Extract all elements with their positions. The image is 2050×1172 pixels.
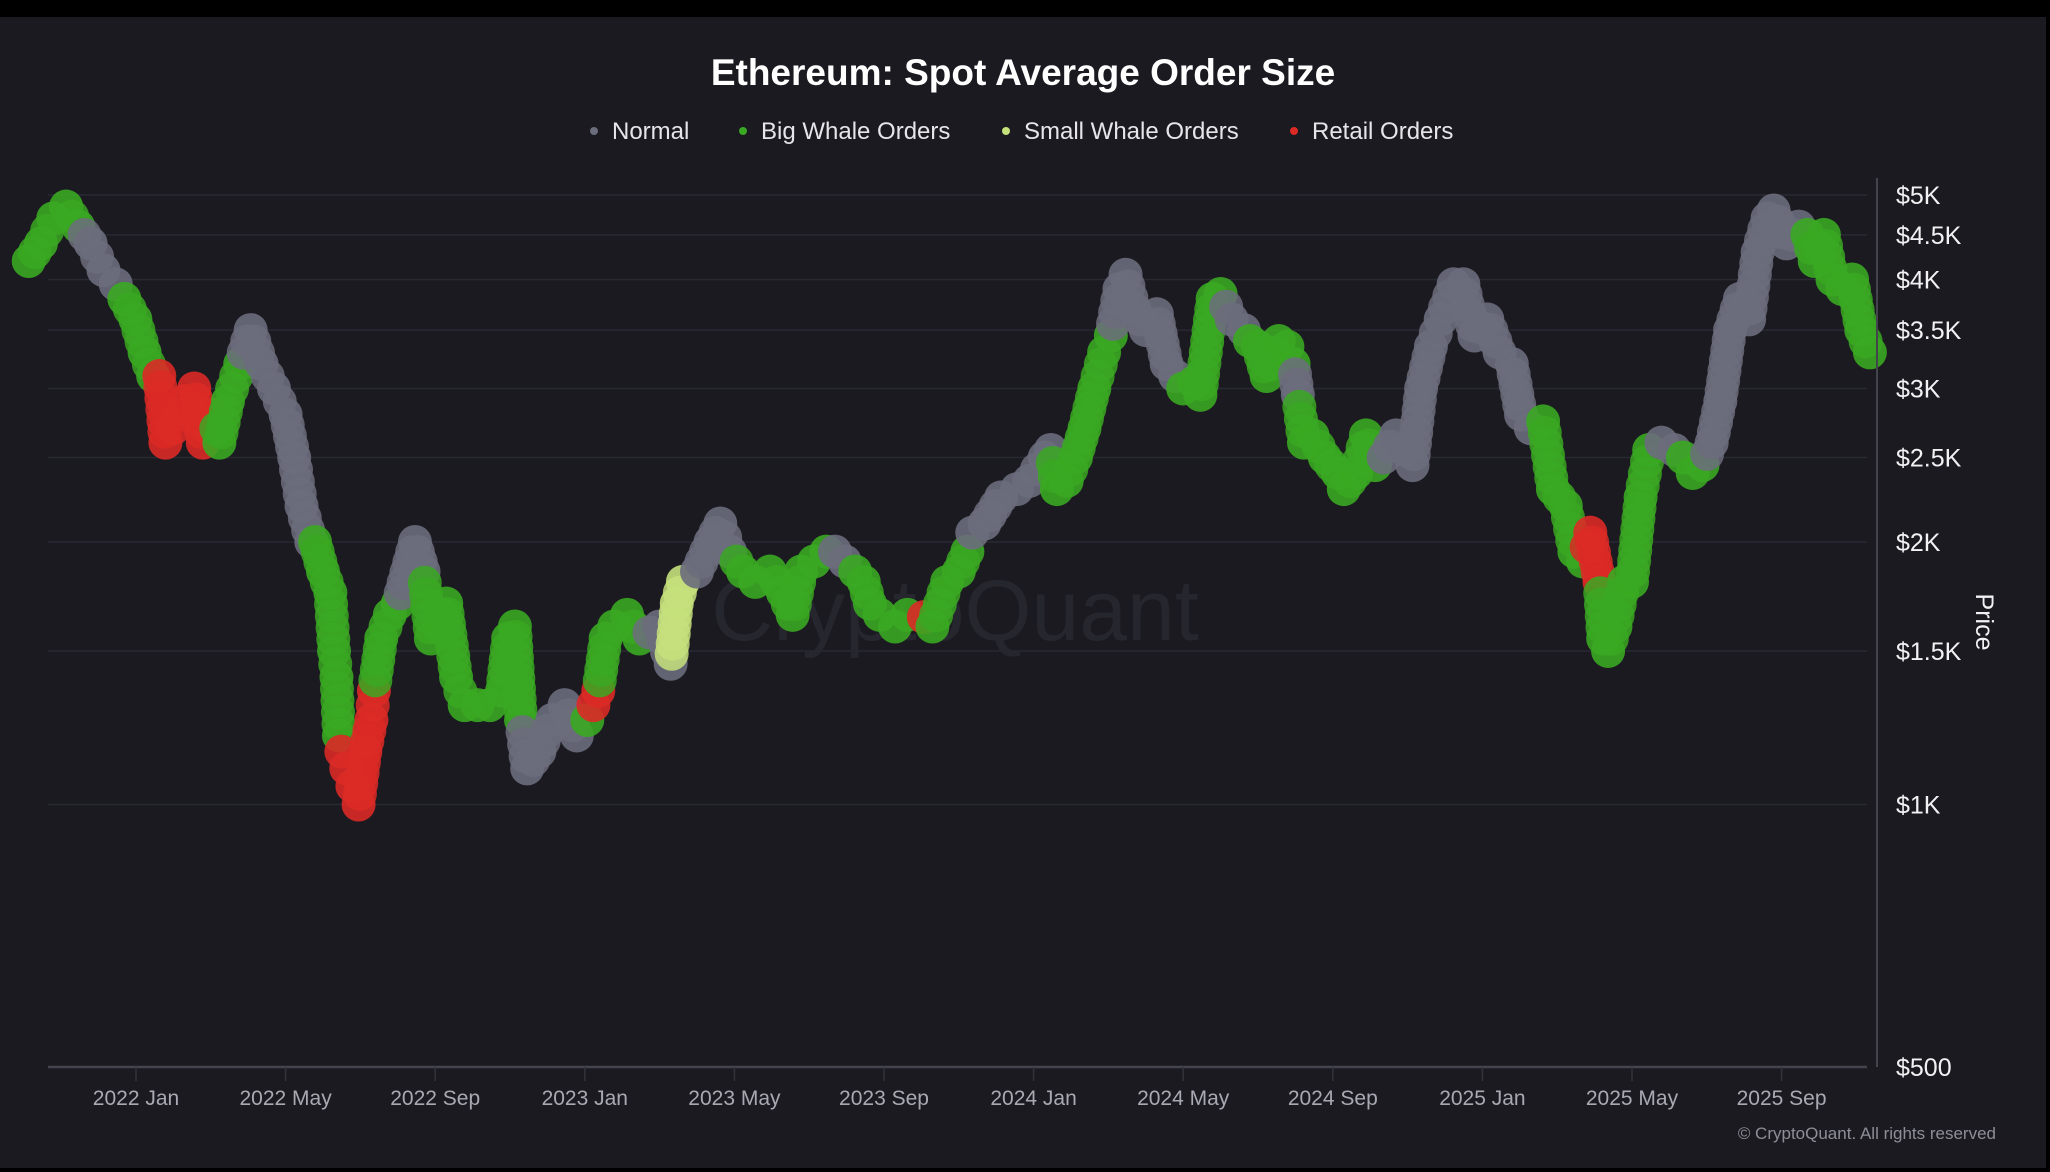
x-tick-label: 2022 Jan bbox=[93, 1087, 179, 1110]
y-tick-label: $2.5K bbox=[1896, 444, 1962, 472]
x-tick-label: 2023 May bbox=[688, 1087, 781, 1110]
y-tick-label: $500 bbox=[1896, 1054, 1952, 1082]
x-tick-label: 2025 May bbox=[1586, 1087, 1679, 1110]
legend: Normal Big Whale Orders Small Whale Orde… bbox=[0, 118, 2046, 150]
y-tick-label: $4K bbox=[1896, 267, 1941, 295]
legend-dot-big-whale bbox=[739, 126, 747, 135]
x-tick-label: 2025 Jan bbox=[1439, 1087, 1525, 1110]
y-axis-title: Price bbox=[1970, 594, 1998, 651]
axes: $5K $4.5K $4K $3.5K $3K $2.5K $2K $1.5K $1K $500 2… bbox=[48, 178, 1998, 1110]
point-big bbox=[1852, 335, 1887, 370]
y-tick-label: $2K bbox=[1896, 529, 1941, 557]
legend-label: Small Whale Orders bbox=[1024, 118, 1239, 145]
legend-dot-normal bbox=[590, 126, 598, 135]
legend-label: Normal bbox=[612, 118, 690, 145]
y-tick-label: $3.5K bbox=[1896, 317, 1962, 345]
x-tick-label: 2023 Jan bbox=[542, 1087, 628, 1110]
x-tick-label: 2024 May bbox=[1137, 1087, 1230, 1110]
y-tick-label: $4.5K bbox=[1896, 222, 1962, 250]
legend-label: Retail Orders bbox=[1312, 118, 1454, 145]
x-tick-label: 2024 Sep bbox=[1288, 1087, 1378, 1110]
x-tick-label: 2022 Sep bbox=[390, 1087, 480, 1110]
data-points bbox=[11, 189, 1887, 822]
copyright: © CryptoQuant. All rights reserved bbox=[1737, 1124, 1996, 1143]
legend-label: Big Whale Orders bbox=[761, 118, 951, 145]
legend-item-small-whale[interactable]: Small Whale Orders bbox=[1002, 118, 1239, 146]
legend-dot-retail bbox=[1290, 126, 1298, 135]
y-tick-label: $5K bbox=[1896, 182, 1941, 210]
x-tick-label: 2024 Jan bbox=[990, 1087, 1076, 1110]
legend-item-retail[interactable]: Retail Orders bbox=[1290, 118, 1453, 146]
y-tick-label: $3K bbox=[1896, 375, 1941, 403]
x-tick-label: 2023 Sep bbox=[839, 1087, 929, 1110]
legend-dot-small-whale bbox=[1002, 126, 1010, 135]
x-tick-label: 2025 Sep bbox=[1737, 1087, 1827, 1110]
legend-item-normal[interactable]: Normal bbox=[590, 118, 689, 146]
chart-title: Ethereum: Spot Average Order Size bbox=[710, 52, 1336, 93]
y-tick-label: $1.5K bbox=[1896, 638, 1962, 666]
x-tick-label: 2022 May bbox=[239, 1087, 332, 1110]
grid bbox=[48, 194, 1867, 806]
y-tick-label: $1K bbox=[1896, 792, 1941, 820]
legend-item-big-whale[interactable]: Big Whale Orders bbox=[739, 118, 950, 146]
